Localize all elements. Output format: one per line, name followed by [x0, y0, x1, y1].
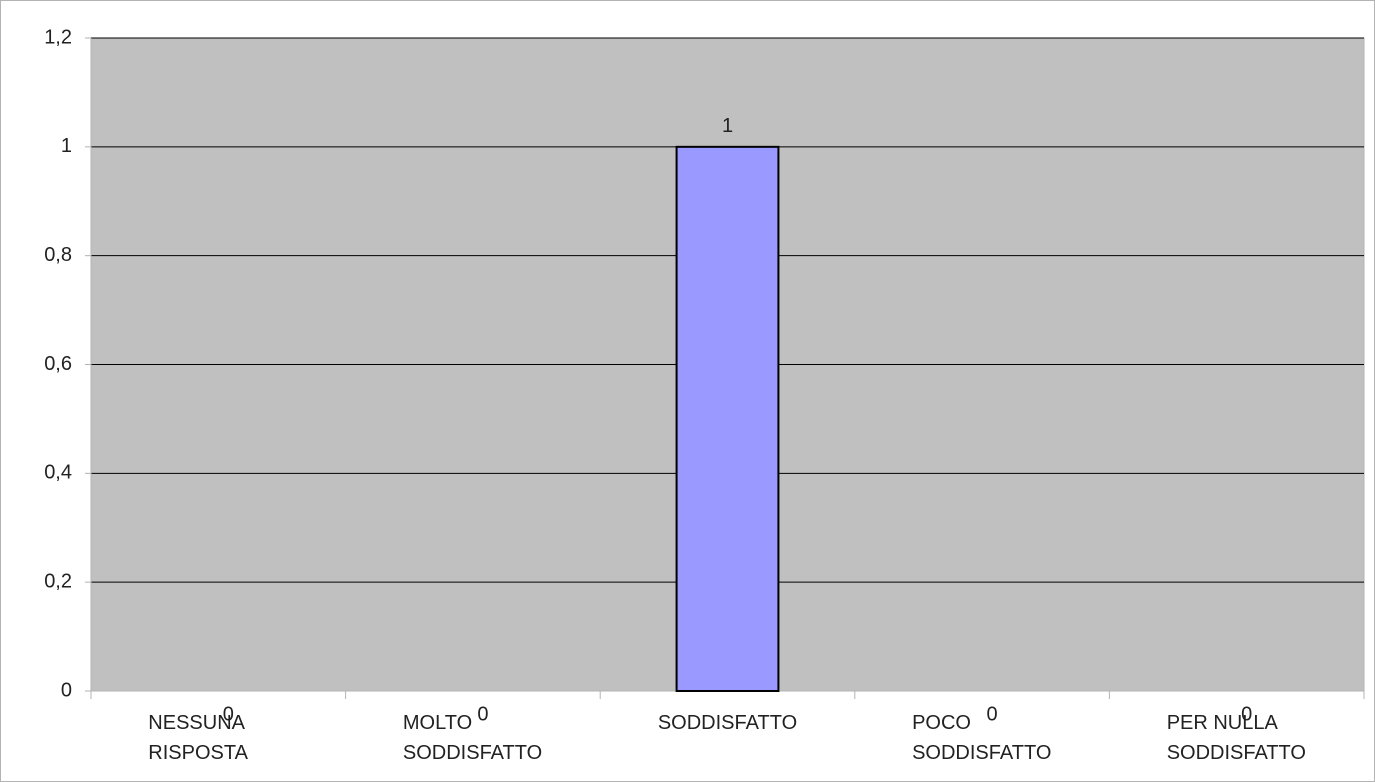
- y-tick-label: 0,4: [44, 462, 72, 484]
- y-tick-label: 0: [61, 679, 72, 701]
- x-tick-label-box: MOLTO SODDISFATTO: [346, 708, 601, 768]
- y-tick-label: 0,6: [44, 353, 72, 375]
- x-tick-label-box: PER NULLA SODDISFATTO: [1109, 708, 1364, 768]
- x-tick-label: SODDISFATTO: [657, 712, 798, 734]
- x-tick-label-box: NESSUNA RISPOSTA: [91, 708, 346, 768]
- x-tick-label: PER NULLA SODDISFATTO: [1166, 712, 1306, 764]
- data-label: 1: [722, 115, 733, 137]
- x-tick-label: MOLTO SODDISFATTO: [402, 712, 543, 764]
- y-tick-label: 1,2: [44, 26, 72, 48]
- data-label: 0: [223, 703, 234, 725]
- data-label: 0: [1241, 703, 1252, 725]
- x-tick-label-box: POCO SODDISFATTO: [855, 708, 1110, 768]
- y-tick-label: 0,8: [44, 244, 72, 266]
- bar: [675, 145, 780, 693]
- x-tick-label: NESSUNA RISPOSTA: [148, 712, 248, 764]
- data-label: 0: [987, 703, 998, 725]
- y-tick-label: 0,2: [44, 570, 72, 592]
- data-label: 0: [477, 703, 488, 725]
- x-tick-label: POCO SODDISFATTO: [912, 712, 1052, 764]
- y-tick-label: 1: [61, 135, 72, 157]
- x-tick-label-box: SODDISFATTO: [600, 708, 855, 738]
